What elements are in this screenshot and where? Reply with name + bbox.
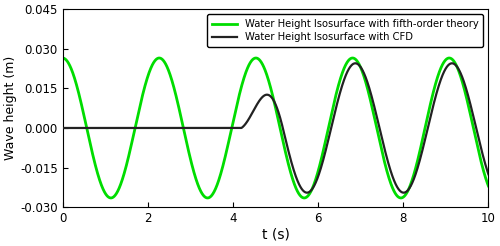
Water Height Isosurface with fifth-order theory (60, 57, 66, 60)
Water Height Isosurface with CFD (134, 126, 140, 129)
X-axis label: t (s): t (s) (262, 228, 289, 242)
Water Height Isosurface with fifth-order theory (223, 153, 229, 155)
Line: Water Height Isosurface with CFD: Water Height Isosurface with CFD (62, 63, 488, 193)
Water Height Isosurface with CFD (400, 191, 406, 194)
Water Height Isosurface with fifth-order theory (486, 184, 492, 187)
Water Height Isosurface with CFD (223, 126, 229, 129)
Water Height Isosurface with fifth-order theory (108, 197, 114, 200)
Water Height Isosurface with CFD (478, 144, 484, 147)
Water Height Isosurface with CFD (60, 126, 66, 129)
Water Height Isosurface with CFD (432, 100, 438, 103)
Y-axis label: Wave height (m): Wave height (m) (4, 56, 17, 160)
Line: Water Height Isosurface with fifth-order theory: Water Height Isosurface with fifth-order… (62, 58, 488, 198)
Water Height Isosurface with fifth-order theory (134, 121, 140, 123)
Water Height Isosurface with CFD (108, 126, 114, 129)
Water Height Isosurface with CFD (242, 124, 248, 127)
Legend: Water Height Isosurface with fifth-order theory, Water Height Isosurface with CF: Water Height Isosurface with fifth-order… (206, 14, 484, 47)
Water Height Isosurface with CFD (352, 62, 358, 65)
Water Height Isosurface with fifth-order theory (301, 197, 307, 200)
Water Height Isosurface with fifth-order theory (432, 87, 438, 90)
Water Height Isosurface with fifth-order theory (477, 156, 483, 159)
Water Height Isosurface with CFD (486, 173, 492, 176)
Water Height Isosurface with fifth-order theory (242, 76, 248, 78)
